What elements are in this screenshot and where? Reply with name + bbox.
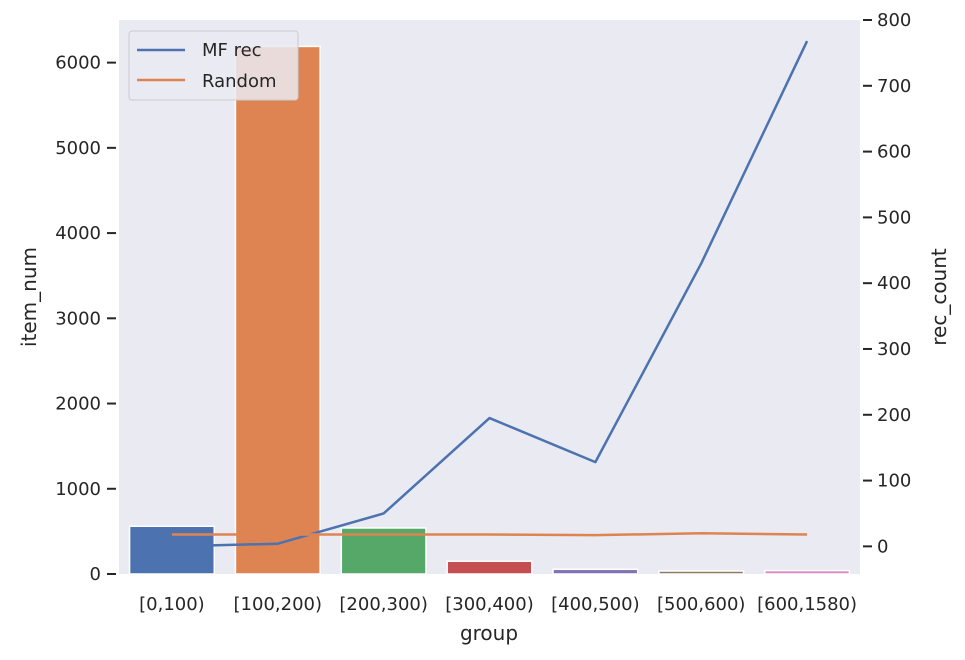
left-tick-label-6: 6000	[55, 53, 101, 74]
bar-6	[763, 569, 851, 575]
x-tick-label-4: [400,500)	[551, 594, 639, 615]
right-tick-label-5: 500	[877, 207, 911, 228]
left-tick-label-3: 3000	[55, 308, 101, 329]
x-tick-label-1: [100,200)	[234, 594, 322, 615]
right-tick-label-1: 100	[877, 471, 911, 492]
bar-5	[658, 570, 745, 575]
x-axis: [0,100) [100,200) [200,300) [300,400) [400,5…	[139, 594, 857, 615]
right-tick-label-4: 400	[877, 273, 911, 294]
left-tick-label-0: 0	[90, 564, 101, 585]
x-tick-label-5: [500,600)	[657, 594, 745, 615]
bar-3	[446, 560, 533, 575]
legend-box	[128, 30, 299, 101]
series-line-1	[171, 531, 808, 537]
line-series	[171, 40, 809, 548]
right-tick-label-3: 300	[877, 339, 911, 360]
right-tick-label-2: 200	[877, 405, 911, 426]
right-axis: 0 100 200 300 400 500 600 700 800	[863, 10, 911, 557]
x-tick-label-6: [600,1580)	[757, 594, 857, 615]
bar-series	[128, 45, 851, 575]
right-tick-label-7: 700	[877, 76, 911, 97]
bar-1	[234, 45, 321, 575]
left-axis: 0 1000 2000 3000 4000 5000 6000	[55, 53, 116, 585]
legend: MF rec Random	[128, 30, 299, 101]
x-axis-label: group	[460, 621, 518, 645]
right-axis-label: rec_count	[927, 248, 951, 346]
left-tick-label-4: 4000	[55, 223, 101, 244]
left-tick-label-2: 2000	[55, 394, 101, 415]
legend-label-mf-rec: MF rec	[202, 40, 262, 61]
left-tick-label-5: 5000	[55, 138, 101, 159]
right-tick-label-8: 800	[877, 10, 911, 31]
x-tick-label-2: [200,300)	[339, 594, 427, 615]
bar-4	[552, 568, 639, 575]
series-line-0	[171, 40, 809, 548]
x-tick-label-0: [0,100)	[139, 594, 205, 615]
left-axis-label: item_num	[17, 247, 41, 347]
x-tick-label-3: [300,400)	[445, 594, 533, 615]
legend-label-random: Random	[202, 71, 277, 92]
right-tick-label-6: 600	[877, 142, 911, 163]
plot-area	[119, 20, 860, 574]
left-tick-label-1: 1000	[55, 479, 101, 500]
right-tick-label-0: 0	[877, 536, 888, 557]
